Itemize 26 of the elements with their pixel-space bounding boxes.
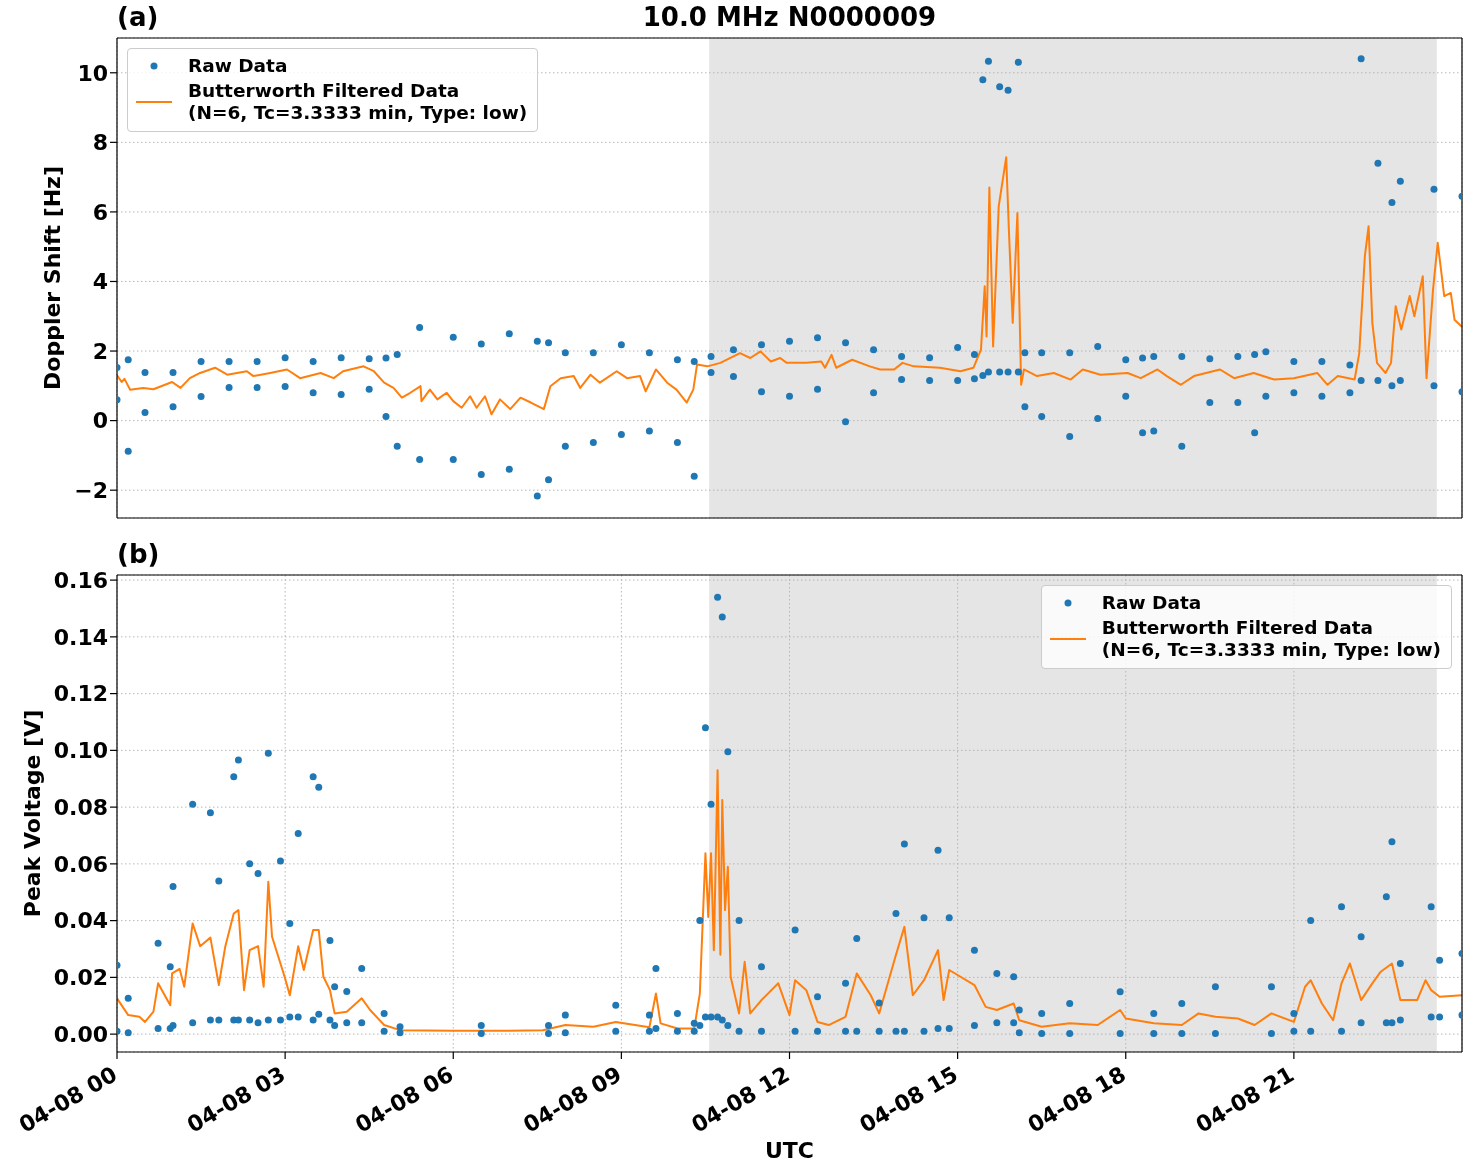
y-tick-label: 0.02	[53, 965, 108, 991]
y-tick-label: 0.06	[53, 851, 108, 877]
y-tick-label: 0.14	[53, 624, 108, 650]
y-axis-title: Peak Voltage [V]	[19, 709, 45, 918]
y-tick-label: 0.16	[53, 567, 108, 593]
y-tick-label: 0.00	[53, 1021, 108, 1047]
y-tick-label: 4	[92, 269, 108, 295]
y-tick-label: 6	[92, 199, 108, 225]
legend-label: Butterworth Filtered Data (N=6, Tc=3.3333 min, Type: low)	[188, 80, 528, 125]
legend-label: Raw Data	[1101, 592, 1202, 615]
y-tick-label: −2	[74, 477, 108, 503]
text: (a)	[117, 2, 159, 34]
y-tick-label: 2	[92, 338, 108, 364]
y-tick-label: 10	[77, 60, 108, 86]
legend-label: Butterworth Filtered Data (N=6, Tc=3.3333 min, Type: low)	[1101, 617, 1441, 662]
y-tick-label: 8	[92, 130, 108, 156]
y-tick-label: 0	[92, 408, 108, 434]
y-axis-title: Doppler Shift [Hz]	[39, 166, 65, 390]
text: (b)	[117, 539, 160, 571]
x-axis-title: UTC	[764, 1138, 815, 1163]
y-tick-label: 0.08	[53, 794, 108, 820]
y-tick-label: 0.10	[53, 738, 108, 764]
chart-title: 10.0 MHz N0000009	[642, 2, 937, 32]
y-tick-label: 0.04	[53, 908, 108, 934]
y-tick-label: 0.12	[53, 681, 108, 707]
legend-label: Raw Data	[188, 55, 288, 78]
